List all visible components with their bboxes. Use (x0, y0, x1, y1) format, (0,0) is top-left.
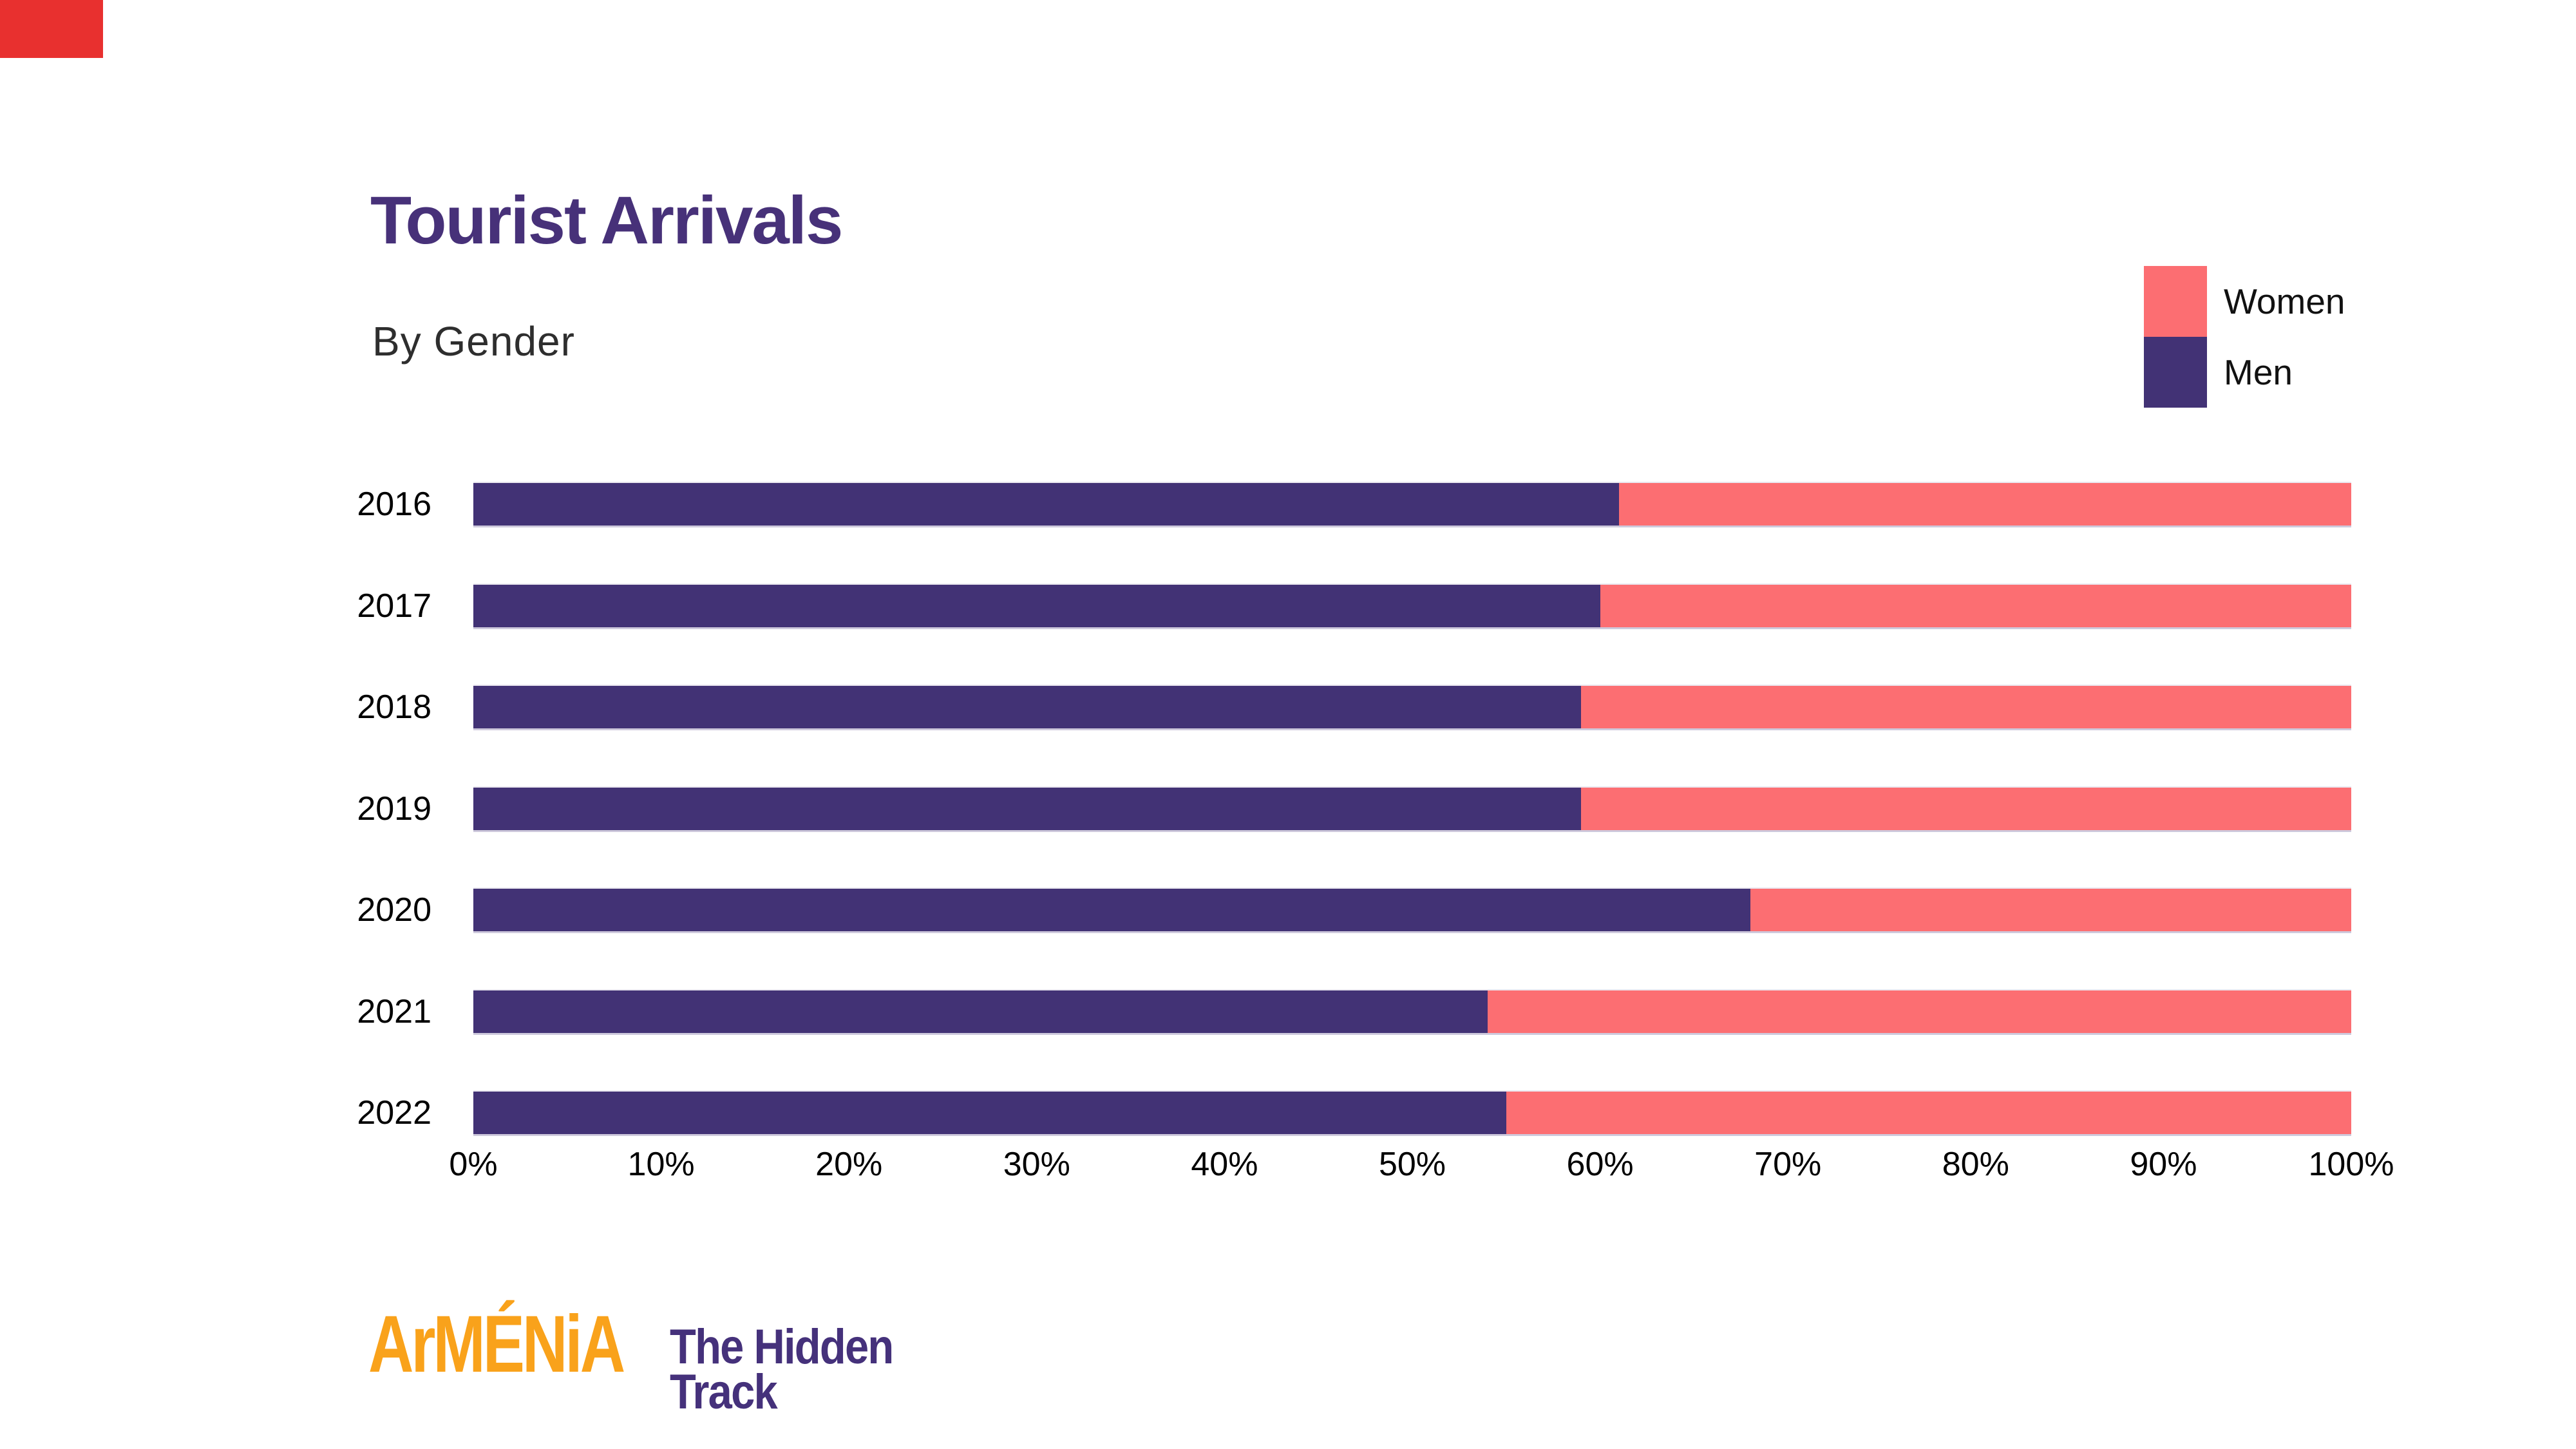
bar-track-2019 (473, 787, 2351, 830)
year-label: 2020 (357, 891, 431, 929)
bar-track-2017 (473, 584, 2351, 627)
x-axis-tick-label: 60% (1566, 1146, 1634, 1183)
bar-row-2019: 2019 (0, 787, 2576, 830)
bar-track-2018 (473, 686, 2351, 728)
bar-segment-men (473, 1092, 1506, 1134)
legend-swatch-women (2144, 266, 2207, 337)
legend-item-women: Women (2144, 266, 2345, 337)
bar-segment-women (1600, 584, 2351, 627)
corner-accent (0, 0, 103, 58)
bar-segment-men (473, 584, 1600, 627)
armenia-logo: ArMÉNiA The Hidden Track (368, 1300, 894, 1416)
legend-label: Women (2224, 281, 2345, 321)
bar-track-2016 (473, 483, 2351, 526)
x-axis-tick-label: 10% (627, 1146, 695, 1183)
bar-row-2017: 2017 (0, 584, 2576, 627)
year-label: 2018 (357, 688, 431, 726)
x-axis-tick-label: 40% (1191, 1146, 1258, 1183)
x-axis-tick-label: 20% (815, 1146, 883, 1183)
bar-segment-women (1618, 483, 2351, 526)
bar-row-2018: 2018 (0, 686, 2576, 728)
bar-row-2016: 2016 (0, 483, 2576, 526)
year-label: 2021 (357, 992, 431, 1030)
bar-track-2021 (473, 990, 2351, 1033)
x-axis-tick-label: 90% (2130, 1146, 2197, 1183)
bar-segment-men (473, 787, 1582, 830)
x-axis-tick-label: 80% (1942, 1146, 2009, 1183)
year-label: 2019 (357, 790, 431, 828)
logo-tagline: The Hidden Track (670, 1320, 894, 1419)
bar-segment-men (473, 889, 1750, 931)
year-label: 2017 (357, 587, 431, 625)
x-axis-tick-label: 100% (2308, 1146, 2394, 1183)
year-label: 2016 (357, 486, 431, 523)
legend-label: Men (2224, 352, 2293, 392)
x-axis: 0% 10% 20% 30% 40% 50% 60% 70% 80% 90% 100% (449, 1145, 2394, 1190)
bar-segment-men (473, 686, 1582, 728)
logo-tagline-line2: Track (670, 1364, 778, 1419)
legend-swatch-men (2144, 337, 2207, 408)
x-axis-tick-label: 30% (1003, 1146, 1070, 1183)
legend: Women Men (2144, 266, 2345, 408)
bar-segment-men (473, 990, 1488, 1033)
bar-segment-women (1506, 1092, 2351, 1134)
x-axis-tick-label: 0% (449, 1146, 498, 1183)
bar-segment-men (473, 483, 1619, 526)
page-subtitle: By Gender (372, 318, 575, 365)
year-label: 2022 (357, 1094, 431, 1132)
bar-row-2020: 2020 (0, 889, 2576, 931)
bar-track-2020 (473, 889, 2351, 931)
bar-segment-women (1750, 889, 2351, 931)
logo-wordmark: ArMÉNiA (368, 1300, 625, 1389)
x-axis-tick-label: 70% (1754, 1146, 1822, 1183)
bar-segment-women (1487, 990, 2351, 1033)
bar-segment-women (1581, 787, 2351, 830)
logo-tagline-line1: The Hidden (670, 1320, 894, 1374)
x-axis-tick-label: 50% (1378, 1146, 1446, 1183)
bar-row-2021: 2021 (0, 990, 2576, 1033)
legend-item-men: Men (2144, 337, 2345, 408)
bar-track-2022 (473, 1092, 2351, 1134)
bar-segment-women (1581, 686, 2351, 728)
bar-row-2022: 2022 (0, 1092, 2576, 1134)
page-title: Tourist Arrivals (370, 183, 843, 258)
